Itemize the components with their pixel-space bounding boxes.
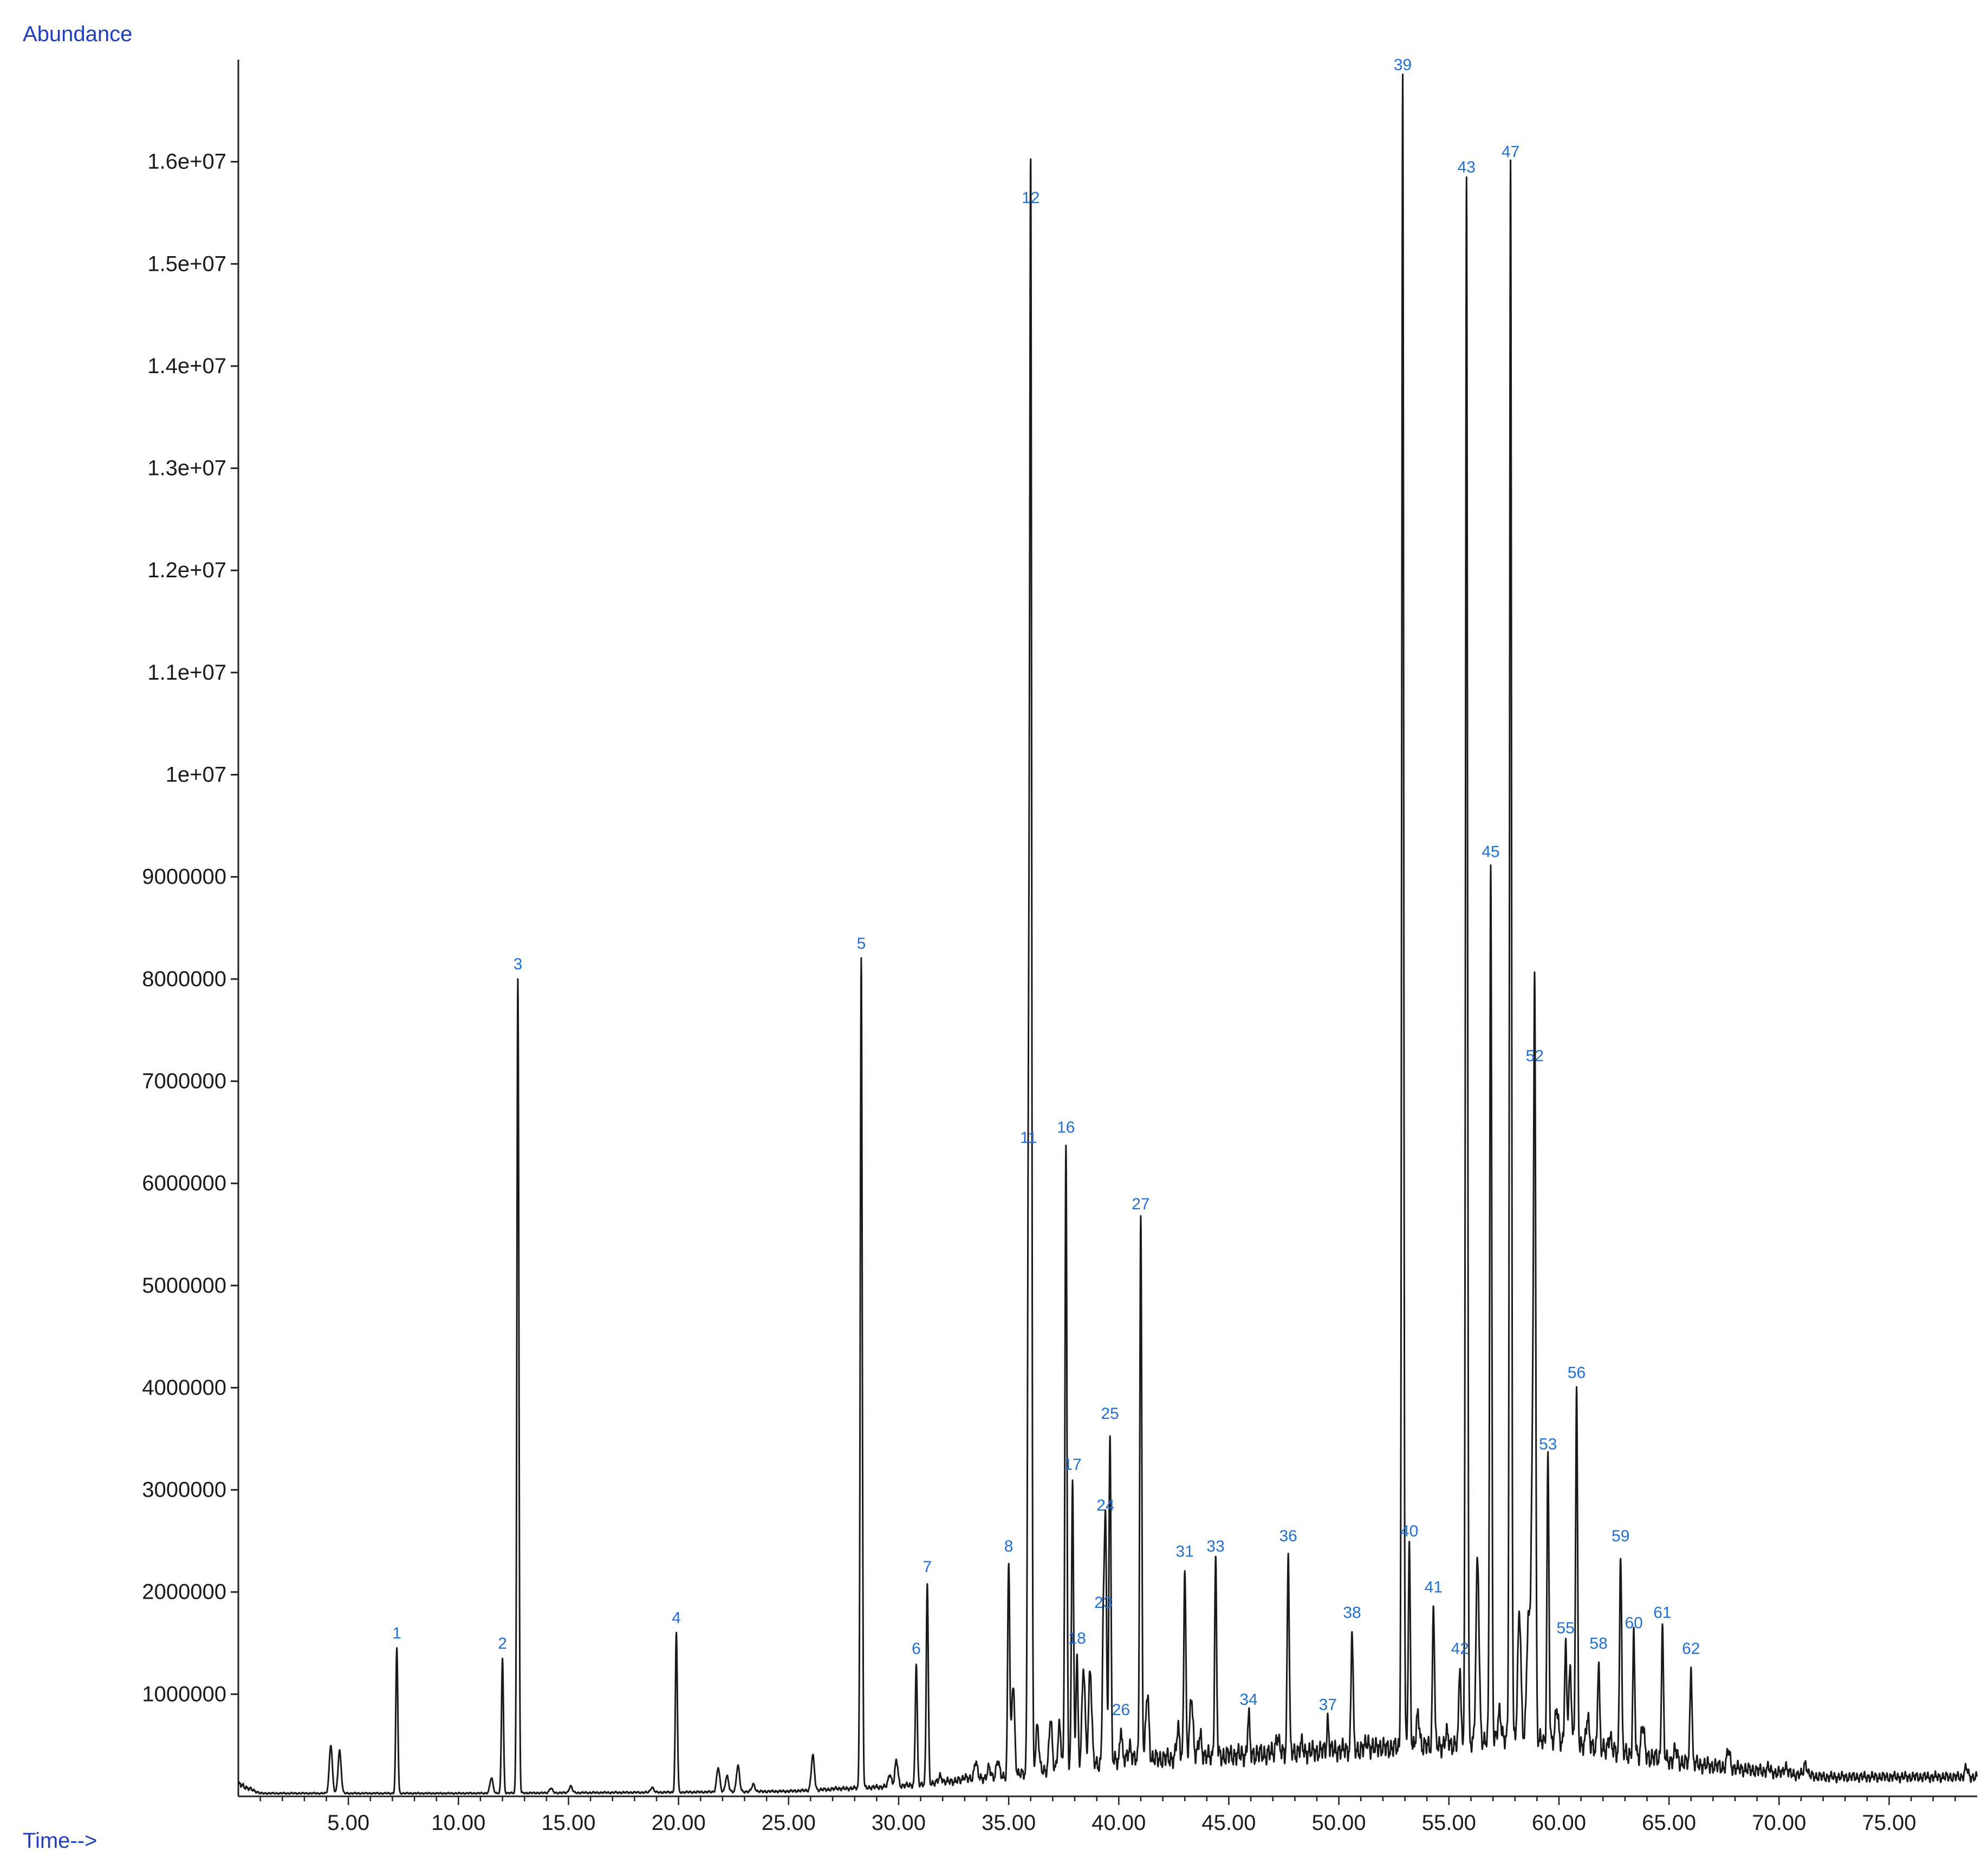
peak-label: 41 [1425,1579,1443,1597]
x-axis-title: Time--> [23,1829,97,1853]
peak-label: 62 [1682,1640,1700,1658]
peak-label: 33 [1206,1537,1224,1555]
y-tick-label: 1.5e+07 [147,252,226,276]
x-tick-label: 35.00 [982,1811,1036,1835]
peak-label: 5 [857,935,866,953]
peak-label: 7 [922,1558,932,1576]
y-tick-label: 1.3e+07 [147,457,226,480]
peak-label: 12 [1022,189,1040,207]
peak-label: 16 [1057,1119,1075,1137]
x-tick-label: 50.00 [1312,1811,1366,1835]
peak-label: 53 [1539,1435,1557,1453]
peak-label: 23 [1094,1594,1112,1612]
trace-layer [237,73,1978,1795]
peak-label: 43 [1458,158,1476,176]
peak-label: 47 [1502,143,1519,161]
x-tick-label: 75.00 [1862,1811,1916,1835]
peak-label: 11 [1020,1129,1037,1147]
peak-label: 3 [514,955,523,973]
chromatogram-trace [237,73,1978,1795]
y-tick-label: 1.1e+07 [147,661,226,685]
axes-layer: 1000000 2000000 3000000 4000000 5000000 60000… [142,60,1977,1835]
peak-label: 17 [1063,1456,1081,1474]
peak-label: 55 [1556,1619,1574,1637]
y-tick-label: 9000000 [142,865,226,889]
y-tick-label: 8000000 [142,967,226,991]
peak-label: 61 [1653,1604,1671,1622]
y-tick-label: 4000000 [142,1376,226,1399]
x-tick-label: 25.00 [762,1811,816,1835]
peak-label: 26 [1112,1701,1130,1719]
y-tick-label: 1.6e+07 [147,150,226,174]
peak-label: 18 [1068,1630,1086,1647]
peak-label: 38 [1343,1604,1361,1622]
x-tick-label: 20.00 [652,1811,706,1835]
x-tick-label: 40.00 [1092,1811,1146,1835]
y-tick-label: 7000000 [142,1069,226,1093]
peak-label: 1 [392,1624,401,1642]
y-tick-label: 5000000 [142,1274,226,1298]
x-tick-label: 70.00 [1752,1811,1806,1835]
x-tick-label: 65.00 [1642,1811,1696,1835]
peak-label: 56 [1568,1364,1586,1382]
peak-label: 45 [1482,843,1499,861]
peak-label: 27 [1132,1195,1149,1213]
y-tick-label: 3000000 [142,1478,226,1502]
peak-label: 2 [498,1634,507,1652]
x-tick-label: 5.00 [327,1811,369,1835]
peak-label: 24 [1096,1497,1114,1515]
x-tick-label: 55.00 [1422,1811,1476,1835]
peak-label: 59 [1612,1527,1629,1545]
peak-label: 39 [1394,56,1412,74]
x-tick-label: 30.00 [872,1811,926,1835]
y-tick-label: 1.2e+07 [147,558,226,582]
y-tick-label: 1000000 [142,1682,226,1706]
y-axis-title: Abundance [23,22,132,46]
peak-label: 58 [1589,1634,1607,1652]
peak-label: 37 [1319,1696,1337,1714]
peak-label: 31 [1176,1543,1194,1561]
x-tick-label: 45.00 [1201,1811,1256,1835]
peak-label: 36 [1279,1527,1297,1545]
peak-label: 4 [672,1609,681,1627]
x-tick-label: 60.00 [1532,1811,1586,1835]
y-tick-label: 6000000 [142,1171,226,1195]
peak-label: 60 [1625,1614,1642,1632]
peak-label: 40 [1400,1522,1418,1540]
peak-label: 34 [1239,1691,1257,1709]
peak-label: 42 [1451,1640,1469,1658]
peak-label: 6 [912,1640,921,1658]
peak-label: 8 [1004,1537,1014,1555]
peak-label: 52 [1526,1047,1544,1065]
y-tick-label: 1.4e+07 [147,354,226,378]
x-tick-label: 10.00 [431,1811,485,1835]
y-tick-label: 1e+07 [166,763,226,787]
peak-label: 25 [1101,1405,1119,1423]
y-tick-label: 2000000 [142,1580,226,1604]
x-tick-label: 15.00 [541,1811,595,1835]
